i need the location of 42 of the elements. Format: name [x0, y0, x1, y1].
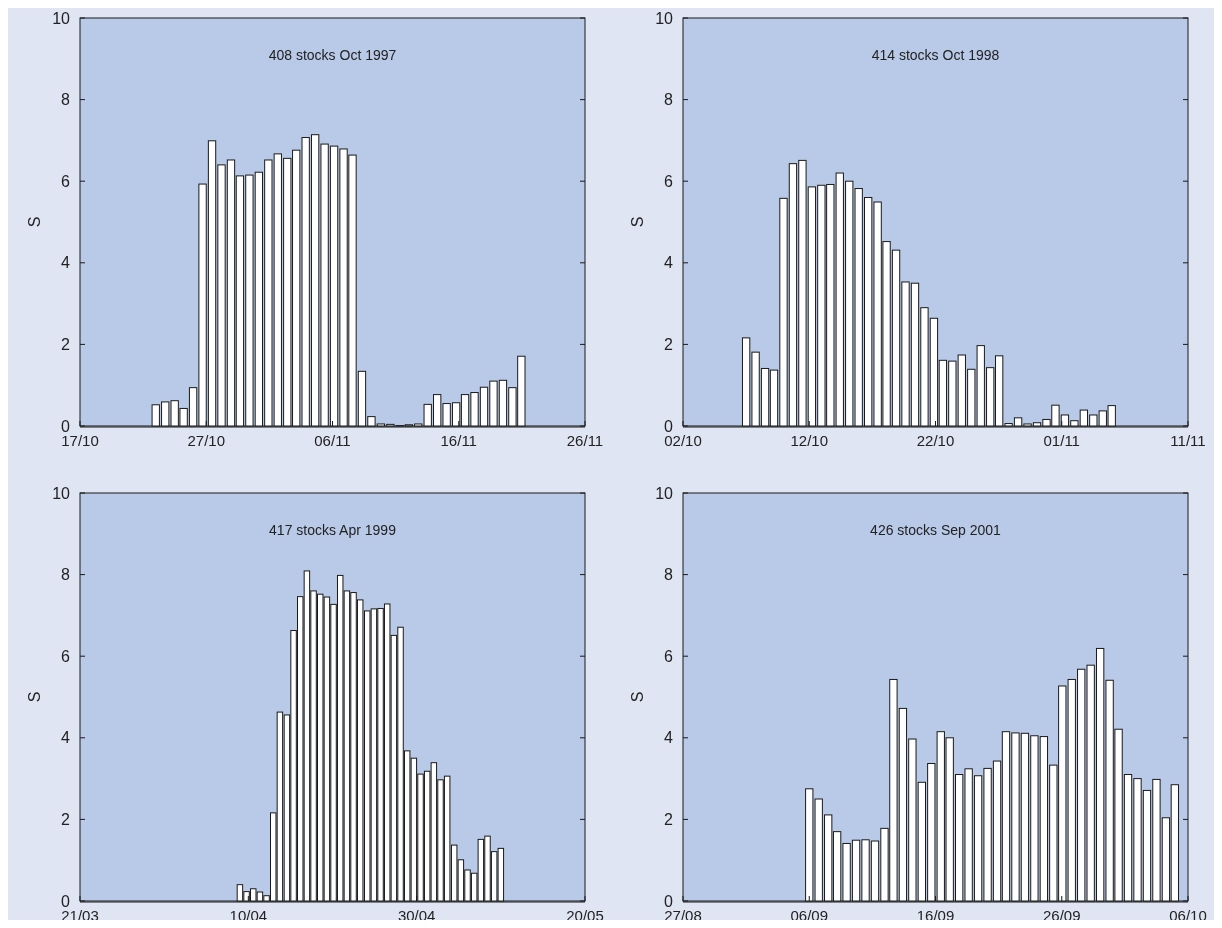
y-tick-label: 2 — [61, 336, 71, 353]
y-tick-label: 10 — [52, 484, 71, 502]
y-tick-label: 8 — [61, 566, 71, 584]
y-axis-title: S — [26, 216, 43, 228]
y-tick-label: 0 — [664, 417, 674, 435]
y-tick-label: 4 — [664, 729, 674, 747]
y-tick-label: 6 — [61, 647, 71, 665]
y-tick-label: 6 — [664, 647, 674, 665]
y-tick-label: 4 — [61, 729, 71, 747]
y-tick-label: 2 — [664, 811, 674, 828]
y-tick-label: 2 — [61, 811, 71, 828]
x-tick-label: 12/10 — [790, 432, 829, 449]
y-tick-label: 6 — [61, 172, 71, 190]
x-tick-label: 16/11 — [440, 432, 477, 449]
x-tick-label: 26/11 — [566, 432, 604, 449]
y-tick-label: 4 — [664, 254, 674, 272]
x-tick-label: 11/11 — [1170, 432, 1206, 449]
y-axis-title: S — [26, 691, 43, 703]
x-tick-label: 17/10 — [61, 432, 99, 449]
y-tick-label: 6 — [664, 172, 674, 190]
y-tick-label: 0 — [61, 892, 71, 910]
text: 414 stocks Oct 1998 — [871, 47, 1000, 63]
x-tick-label: 22/10 — [916, 432, 955, 449]
y-tick-label: 0 — [61, 417, 71, 435]
y-tick-label: 10 — [655, 9, 674, 27]
y-tick-label: 8 — [61, 91, 71, 109]
text: 417 stocks Apr 1999 — [269, 522, 397, 538]
text: 408 stocks Oct 1997 — [268, 47, 397, 63]
text: 426 stocks Sep 2001 — [870, 522, 1002, 538]
y-tick-label: 4 — [61, 254, 71, 272]
y-tick-label: 10 — [655, 484, 674, 502]
y-axis-title: S — [629, 691, 646, 703]
y-tick-label: 10 — [52, 9, 71, 27]
x-tick-label: 01/11 — [1043, 432, 1080, 449]
x-tick-label: 27/10 — [187, 432, 226, 449]
y-tick-label: 0 — [664, 892, 674, 910]
x-tick-label: 02/10 — [664, 432, 702, 449]
x-tick-label: 06/11 — [314, 432, 351, 449]
y-tick-label: 2 — [664, 336, 674, 353]
y-tick-label: 8 — [664, 566, 674, 584]
y-tick-label: 8 — [664, 91, 674, 109]
y-axis-title: S — [629, 216, 646, 228]
